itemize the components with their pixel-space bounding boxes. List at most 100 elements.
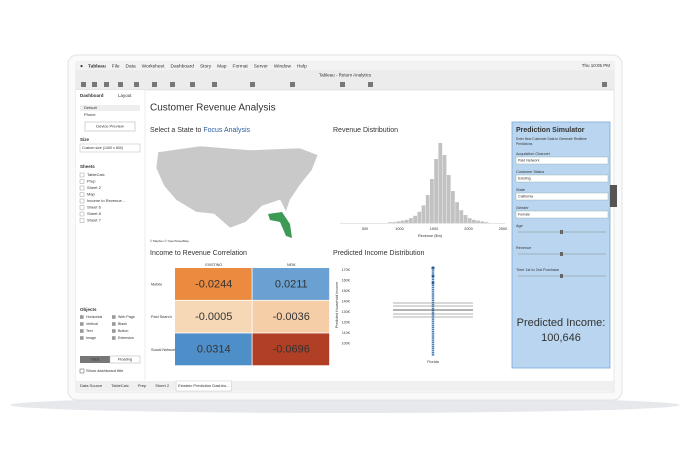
object-item[interactable]: Vertical	[86, 322, 98, 326]
window-title: Tableau - Return Analytics	[319, 73, 372, 78]
sheet-item[interactable]: Income to Revenue...	[87, 198, 125, 203]
show-title-checkbox[interactable]	[79, 368, 85, 374]
slider-label: Time 1st to 2nd Purchase	[516, 268, 559, 272]
us-map[interactable]	[155, 145, 319, 229]
matrix-column-header: EXISTING	[205, 263, 222, 267]
floating-button[interactable]	[109, 355, 141, 364]
histogram-bar	[409, 218, 413, 223]
device-option[interactable]: Default	[84, 105, 98, 110]
size-label: Size	[80, 137, 90, 142]
sheet-item[interactable]: TableCalc	[87, 172, 105, 177]
active-tab	[175, 380, 232, 392]
matrix-cell[interactable]	[252, 300, 330, 333]
field-label: Acquisition Channel	[516, 152, 550, 156]
sheet-icon	[79, 198, 85, 204]
sheet-icon	[79, 179, 85, 184]
histogram-bar	[484, 222, 489, 223]
dashboard-title: Customer Revenue Analysis	[150, 103, 276, 114]
florida[interactable]	[268, 212, 292, 238]
size-select[interactable]	[79, 143, 141, 153]
matrix-value: -0.0005	[195, 311, 232, 323]
sheet-item[interactable]: Sheet 6	[87, 205, 102, 210]
object-item[interactable]: Extension	[118, 336, 134, 340]
sheet-tab[interactable]: TableCalc	[111, 383, 129, 388]
object-item[interactable]: Blank	[118, 322, 127, 326]
sheet-tab[interactable]: Einstein Prediction Dashbo...	[178, 383, 229, 388]
apple-logo[interactable]: ●	[80, 63, 83, 69]
matrix-cell[interactable]	[175, 268, 252, 300]
matrix-value: -0.0696	[273, 344, 310, 356]
income-title: Predicted Income Distribution	[333, 250, 425, 257]
sheet-item[interactable]: Map	[87, 192, 96, 197]
object-item[interactable]: Image	[86, 336, 96, 340]
histogram-bar	[404, 219, 409, 223]
histogram-bar	[446, 175, 451, 223]
histogram-bar	[442, 155, 447, 223]
map-title-highlight: Focus Analysis	[203, 127, 250, 134]
histogram-bar	[438, 143, 443, 223]
sheet-tab[interactable]: Data Source	[80, 383, 103, 388]
sheet-icon	[79, 185, 85, 191]
panel-tab[interactable]: Dashboard	[80, 93, 104, 98]
sheet-tab[interactable]: Sheet 2	[155, 383, 170, 388]
menu-app[interactable]: Tableau	[88, 63, 106, 69]
map-title: Select a State to Focus Analysis	[150, 127, 251, 134]
sheet-item[interactable]: Sheet 8	[87, 211, 102, 216]
device-option[interactable]: Phone	[84, 112, 96, 117]
menu-item[interactable]: Dashboard	[171, 63, 195, 69]
panel-tab[interactable]: Layout	[118, 93, 132, 98]
matrix-value: -0.0244	[195, 278, 232, 290]
laptop-base	[10, 397, 680, 413]
menu-item[interactable]: Worksheet	[142, 63, 166, 69]
object-icon	[112, 336, 116, 340]
side-panel	[76, 90, 145, 380]
menu-item[interactable]: Format	[233, 63, 249, 69]
dropdown-value: Paid Network	[518, 158, 540, 162]
sheet-item[interactable]: Sheet 7	[87, 218, 102, 223]
histogram-bar	[430, 179, 434, 223]
device-preview-button[interactable]	[84, 121, 136, 132]
matrix-cell[interactable]	[175, 333, 252, 366]
menu-item[interactable]: Map	[217, 63, 227, 69]
slider-thumb[interactable]	[560, 252, 563, 256]
sheet-tab[interactable]: Prep	[138, 383, 147, 388]
object-item[interactable]: Horizontal	[86, 315, 102, 319]
income-x-label: Florida	[427, 360, 439, 364]
correlation-title: Income to Revenue Correlation	[150, 250, 247, 257]
matrix-row-label: Paid Search	[151, 315, 172, 319]
income-y-tick: 160K	[342, 278, 351, 282]
dropdown[interactable]	[515, 192, 609, 201]
matrix-cell[interactable]	[252, 268, 330, 300]
dropdown[interactable]	[515, 174, 609, 183]
histogram-x-tick: 2500	[499, 227, 507, 231]
histogram-bar	[472, 219, 476, 223]
sheet-item[interactable]: Sheet 2	[87, 185, 102, 190]
matrix-cell[interactable]	[175, 300, 252, 333]
sheet-item[interactable]: Prep	[87, 179, 96, 184]
size-value: Custom size (1400 x 800)	[82, 146, 123, 150]
histogram-bar	[392, 222, 396, 223]
object-item[interactable]: Web Page	[118, 315, 135, 319]
object-item[interactable]: Button	[118, 329, 128, 333]
panel-handle[interactable]	[610, 185, 617, 207]
dropdown[interactable]	[515, 156, 609, 165]
dropdown[interactable]	[515, 210, 609, 219]
menu-item[interactable]: Server	[254, 63, 269, 69]
object-item[interactable]: Text	[86, 329, 93, 333]
tiled-text: Tiled	[91, 357, 100, 362]
menu-item[interactable]: Window	[274, 63, 292, 69]
histogram-bar	[451, 191, 455, 223]
menu-item[interactable]: Data	[126, 63, 136, 69]
tiled-button[interactable]	[80, 356, 110, 363]
menu-item[interactable]: Story	[200, 63, 212, 69]
slider-thumb[interactable]	[560, 274, 563, 278]
slider-thumb[interactable]	[560, 230, 563, 234]
menu-item[interactable]: File	[112, 63, 120, 69]
sheet-icon	[79, 192, 85, 197]
matrix-row-label: Social Network	[151, 348, 176, 352]
matrix-cell[interactable]	[252, 333, 330, 366]
menu-item[interactable]: Help	[297, 63, 307, 69]
sheet-icon	[79, 205, 85, 210]
device-default[interactable]	[80, 105, 140, 111]
